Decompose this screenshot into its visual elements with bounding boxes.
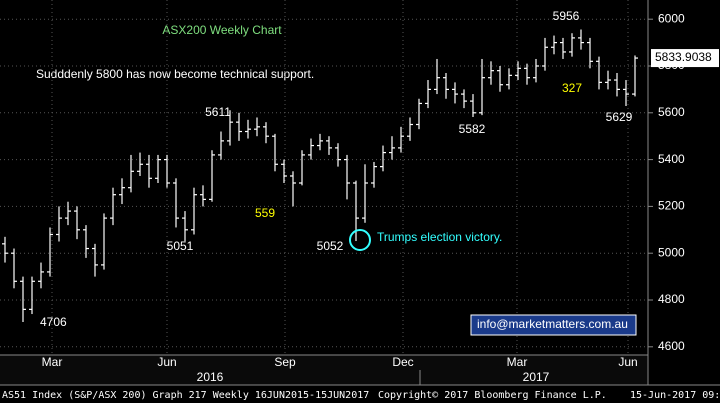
email-box <box>470 314 637 336</box>
annotation: 5629 <box>606 110 633 124</box>
annotation: 559 <box>255 206 275 220</box>
footer-text: 15-Jun-2017 09:00:05 <box>630 390 720 401</box>
footer-text: AS51 Index (S&P/ASX 200) Graph 217 Weekl… <box>2 390 369 401</box>
x-tick-label: Dec <box>392 355 413 369</box>
x-tick-label: Jun <box>618 355 637 369</box>
event-circle <box>349 229 371 251</box>
year-label: 2017 <box>523 370 550 384</box>
annotation: 5956 <box>553 9 580 23</box>
y-tick-label: 5200 <box>658 199 685 213</box>
annotation: 327 <box>562 81 582 95</box>
y-tick-label: 5400 <box>658 152 685 166</box>
annotation: 5611 <box>205 105 231 119</box>
y-tick-label: 4800 <box>658 292 685 306</box>
last-price-label: 5833.9038 <box>655 50 712 64</box>
y-tick-label: 5000 <box>658 245 685 259</box>
annotation: info@marketmatters.com.au <box>477 317 628 331</box>
chart-subtitle: Sudddenly 5800 has now become technical … <box>36 67 314 81</box>
y-tick-label: 5600 <box>658 105 685 119</box>
annotation: 5052 <box>317 239 344 253</box>
y-tick-label: 6000 <box>658 11 685 25</box>
year-label: 2016 <box>197 370 224 384</box>
annotation: 4706 <box>40 315 67 329</box>
x-tick-label: Sep <box>274 355 296 369</box>
annotation: 5582 <box>459 122 486 136</box>
annotation: Trumps election victory. <box>377 230 502 244</box>
footer-text: Copyright© 2017 Bloomberg Finance L.P. <box>378 390 607 401</box>
y-tick-label: 4600 <box>658 339 685 353</box>
x-tick-label: Mar <box>42 355 63 369</box>
x-tick-label: Mar <box>507 355 528 369</box>
chart-title: ASX200 Weekly Chart <box>162 23 282 37</box>
annotation: 5051 <box>167 239 194 253</box>
x-axis-band <box>0 355 648 385</box>
last-price-box <box>651 49 719 68</box>
x-tick-label: Jun <box>157 355 176 369</box>
